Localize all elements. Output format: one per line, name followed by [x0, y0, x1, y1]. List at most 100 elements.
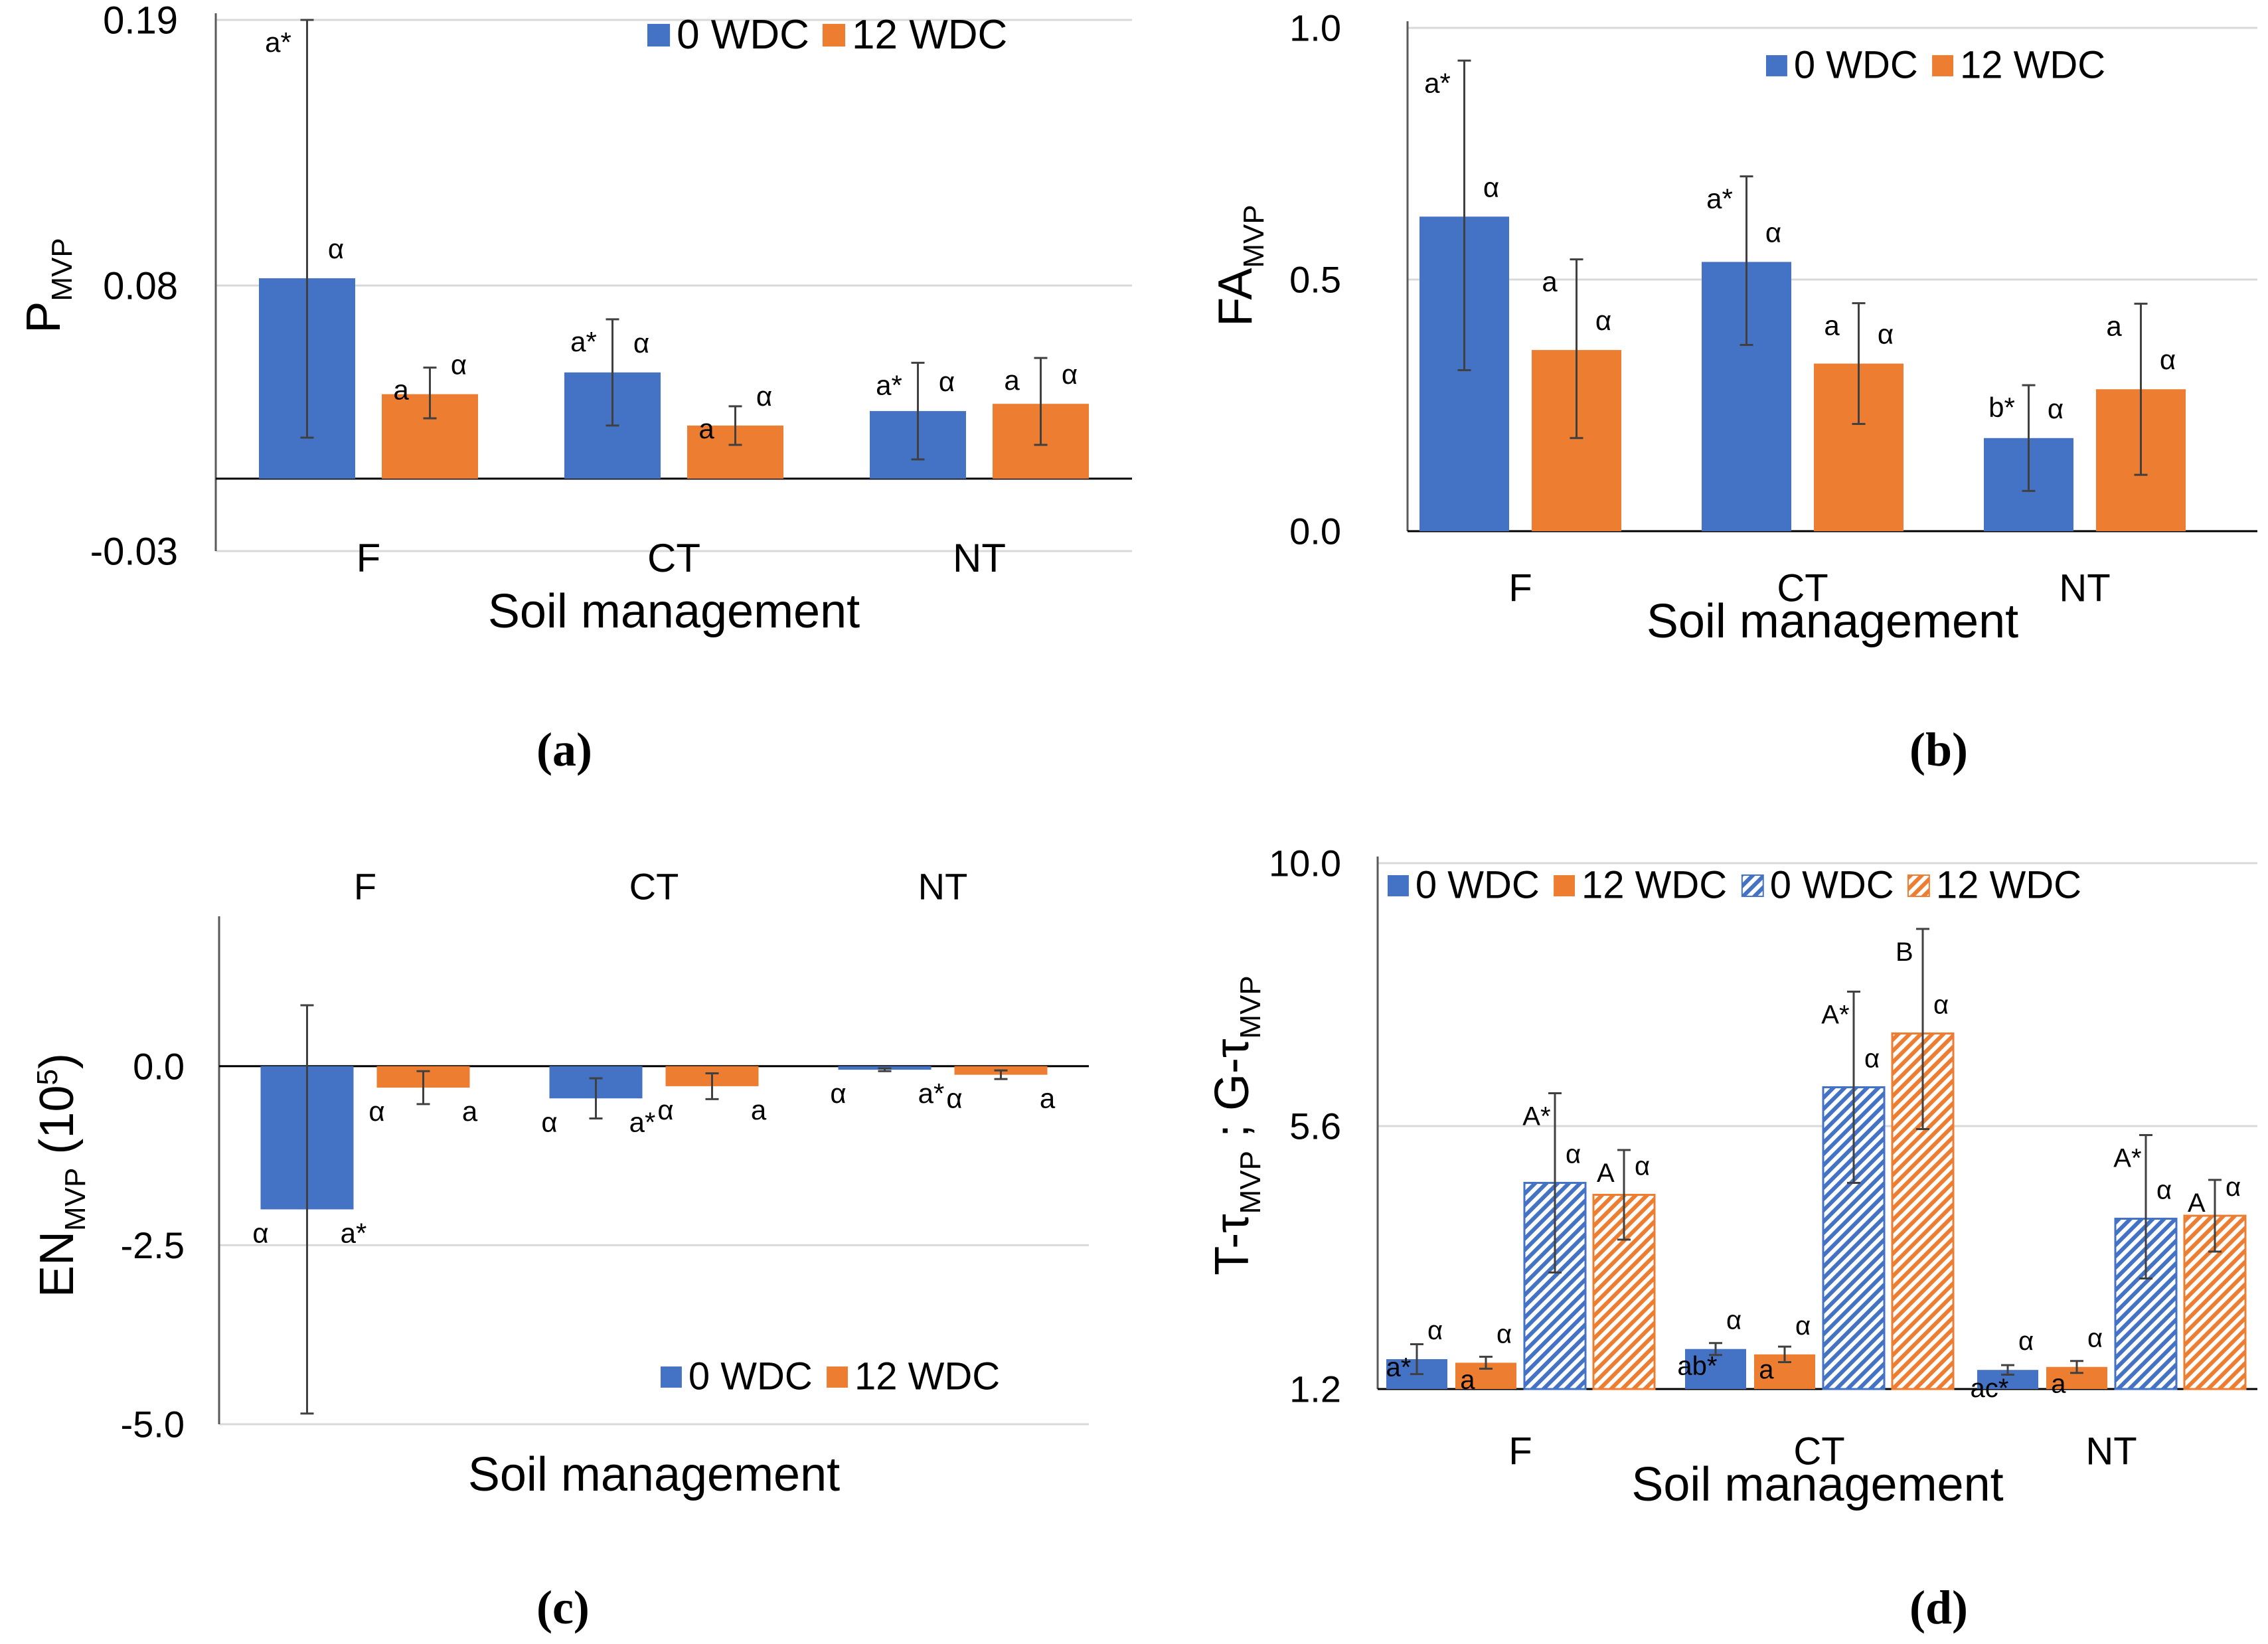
category-label: NT: [2085, 1430, 2137, 1473]
significance-greek: α: [1726, 1306, 1742, 1335]
significance-letter: a*: [629, 1106, 656, 1137]
significance-greek: α: [1062, 359, 1078, 390]
significance-letter: a*: [918, 1078, 945, 1109]
y-axis-title-end: ): [31, 1053, 84, 1069]
y-axis-title: FAMVP: [1209, 205, 1270, 326]
legend-swatch: [1388, 875, 1409, 896]
panel-label-a: (a): [536, 723, 592, 776]
legend-label: 12 WDC: [1936, 864, 2081, 907]
significance-greek: α: [368, 1096, 384, 1127]
y-tick-label: 0.08: [103, 264, 178, 307]
significance-letter: a*: [570, 326, 597, 357]
y-axis-title-sub: MVP: [59, 1168, 92, 1231]
legend-label: 12 WDC: [1581, 864, 1727, 907]
y-tick-label: 0.0: [133, 1045, 185, 1087]
significance-greek: α: [756, 380, 772, 412]
significance-letter: a*: [341, 1217, 367, 1248]
category-label: CT: [647, 536, 700, 580]
significance-greek: α: [1483, 171, 1499, 203]
category-label: CT: [629, 866, 679, 908]
category-label: F: [1508, 566, 1532, 610]
significance-letter: a*: [1706, 183, 1733, 214]
legend-swatch: [1741, 874, 1764, 897]
legend-label: 0 WDC: [688, 1355, 813, 1398]
significance-greek: α: [946, 1083, 962, 1114]
significance-letter: a: [751, 1094, 767, 1125]
y-tick-label: -0.03: [90, 530, 178, 573]
significance-greek: α: [1427, 1316, 1443, 1345]
y-axis-title-sub2: MVP: [1234, 975, 1267, 1038]
significance-letter: a*: [876, 369, 902, 400]
significance-letter: a: [698, 413, 714, 444]
y-axis-title-sup: 5: [31, 1069, 64, 1085]
legend-label: 0 WDC: [677, 12, 809, 58]
legend-label: 12 WDC: [854, 1355, 1000, 1398]
y-axis-title: ENMVP (105): [31, 1053, 92, 1297]
significance-letter: A*: [2113, 1144, 2141, 1173]
legend-swatch: [1932, 55, 1953, 76]
significance-letter: a: [462, 1096, 478, 1127]
significance-letter: a: [2106, 310, 2122, 341]
significance-greek: α: [2226, 1173, 2241, 1202]
significance-greek: α: [2018, 1327, 2034, 1356]
legend-swatch: [827, 1366, 848, 1388]
significance-letter: a: [393, 374, 409, 406]
category-label: F: [1508, 1430, 1532, 1473]
y-axis-title-main: FA: [1209, 268, 1262, 327]
y-tick-label: -5.0: [121, 1404, 185, 1445]
legend-swatch: [1766, 55, 1787, 76]
legend-swatch: [1554, 875, 1575, 896]
significance-letter: a: [1824, 310, 1840, 341]
y-axis-title-sub: MVP: [1234, 1151, 1267, 1214]
significance-letter: a: [2051, 1370, 2066, 1399]
legend-label: 0 WDC: [1416, 864, 1540, 907]
x-axis-title: Soil management: [488, 585, 860, 638]
significance-letter: a*: [265, 27, 291, 58]
significance-greek: α: [541, 1106, 557, 1137]
significance-greek: α: [633, 327, 649, 359]
significance-greek: α: [939, 366, 955, 397]
legend-swatch: [647, 23, 671, 47]
significance-greek: α: [252, 1217, 268, 1248]
significance-letter: b*: [1988, 392, 2015, 423]
x-axis-title: Soil management: [1647, 595, 2018, 648]
significance-greek: α: [830, 1078, 846, 1109]
significance-greek: α: [2087, 1324, 2103, 1353]
legend: 0 WDC 12 WDC: [647, 12, 1007, 58]
legend: 0 WDC 12 WDC 0 WDC 12 WDC: [1388, 864, 2081, 907]
y-axis-title-sub: MVP: [1238, 205, 1270, 268]
panel-label-d: (d): [1909, 1581, 1968, 1634]
significance-letter: A: [2188, 1189, 2206, 1218]
category-label: CT: [1777, 566, 1828, 610]
y-tick-label: 1.0: [1289, 7, 1341, 49]
category-label: NT: [953, 536, 1006, 580]
significance-greek: α: [1765, 216, 1781, 248]
y-tick-label: 5.6: [1289, 1106, 1341, 1147]
significance-greek: α: [1795, 1311, 1811, 1341]
significance-greek: α: [657, 1094, 673, 1125]
category-label: F: [354, 866, 376, 908]
legend: 0 WDC 12 WDC: [1766, 44, 2105, 87]
legend-label: 0 WDC: [1794, 44, 1918, 87]
category-label: CT: [1793, 1430, 1844, 1473]
significance-greek: α: [2156, 1176, 2172, 1205]
legend-label: 12 WDC: [1960, 44, 2105, 87]
significance-greek: α: [1933, 991, 1949, 1020]
y-tick-label: 0.0: [1289, 511, 1341, 552]
significance-letter: A: [1597, 1159, 1615, 1188]
panel-label-b: (b): [1909, 723, 1968, 776]
y-axis-title-main: EN: [31, 1231, 84, 1297]
x-axis-title: Soil management: [468, 1448, 840, 1501]
significance-letter: a*: [1424, 67, 1451, 98]
y-tick-label: -2.5: [121, 1224, 185, 1266]
chart-a-pmvp: 0.19 0.08 -0.03 a* α a* α a* α a α a α a α F CT NT Soil ma…: [17, 0, 1132, 638]
significance-letter: a: [1040, 1083, 1056, 1114]
category-label: F: [357, 536, 381, 580]
x-axis-title: Soil management: [1631, 1458, 2003, 1511]
legend-swatch: [661, 1366, 682, 1388]
y-tick-label: 1.2: [1289, 1368, 1341, 1410]
significance-greek: α: [1566, 1140, 1581, 1169]
